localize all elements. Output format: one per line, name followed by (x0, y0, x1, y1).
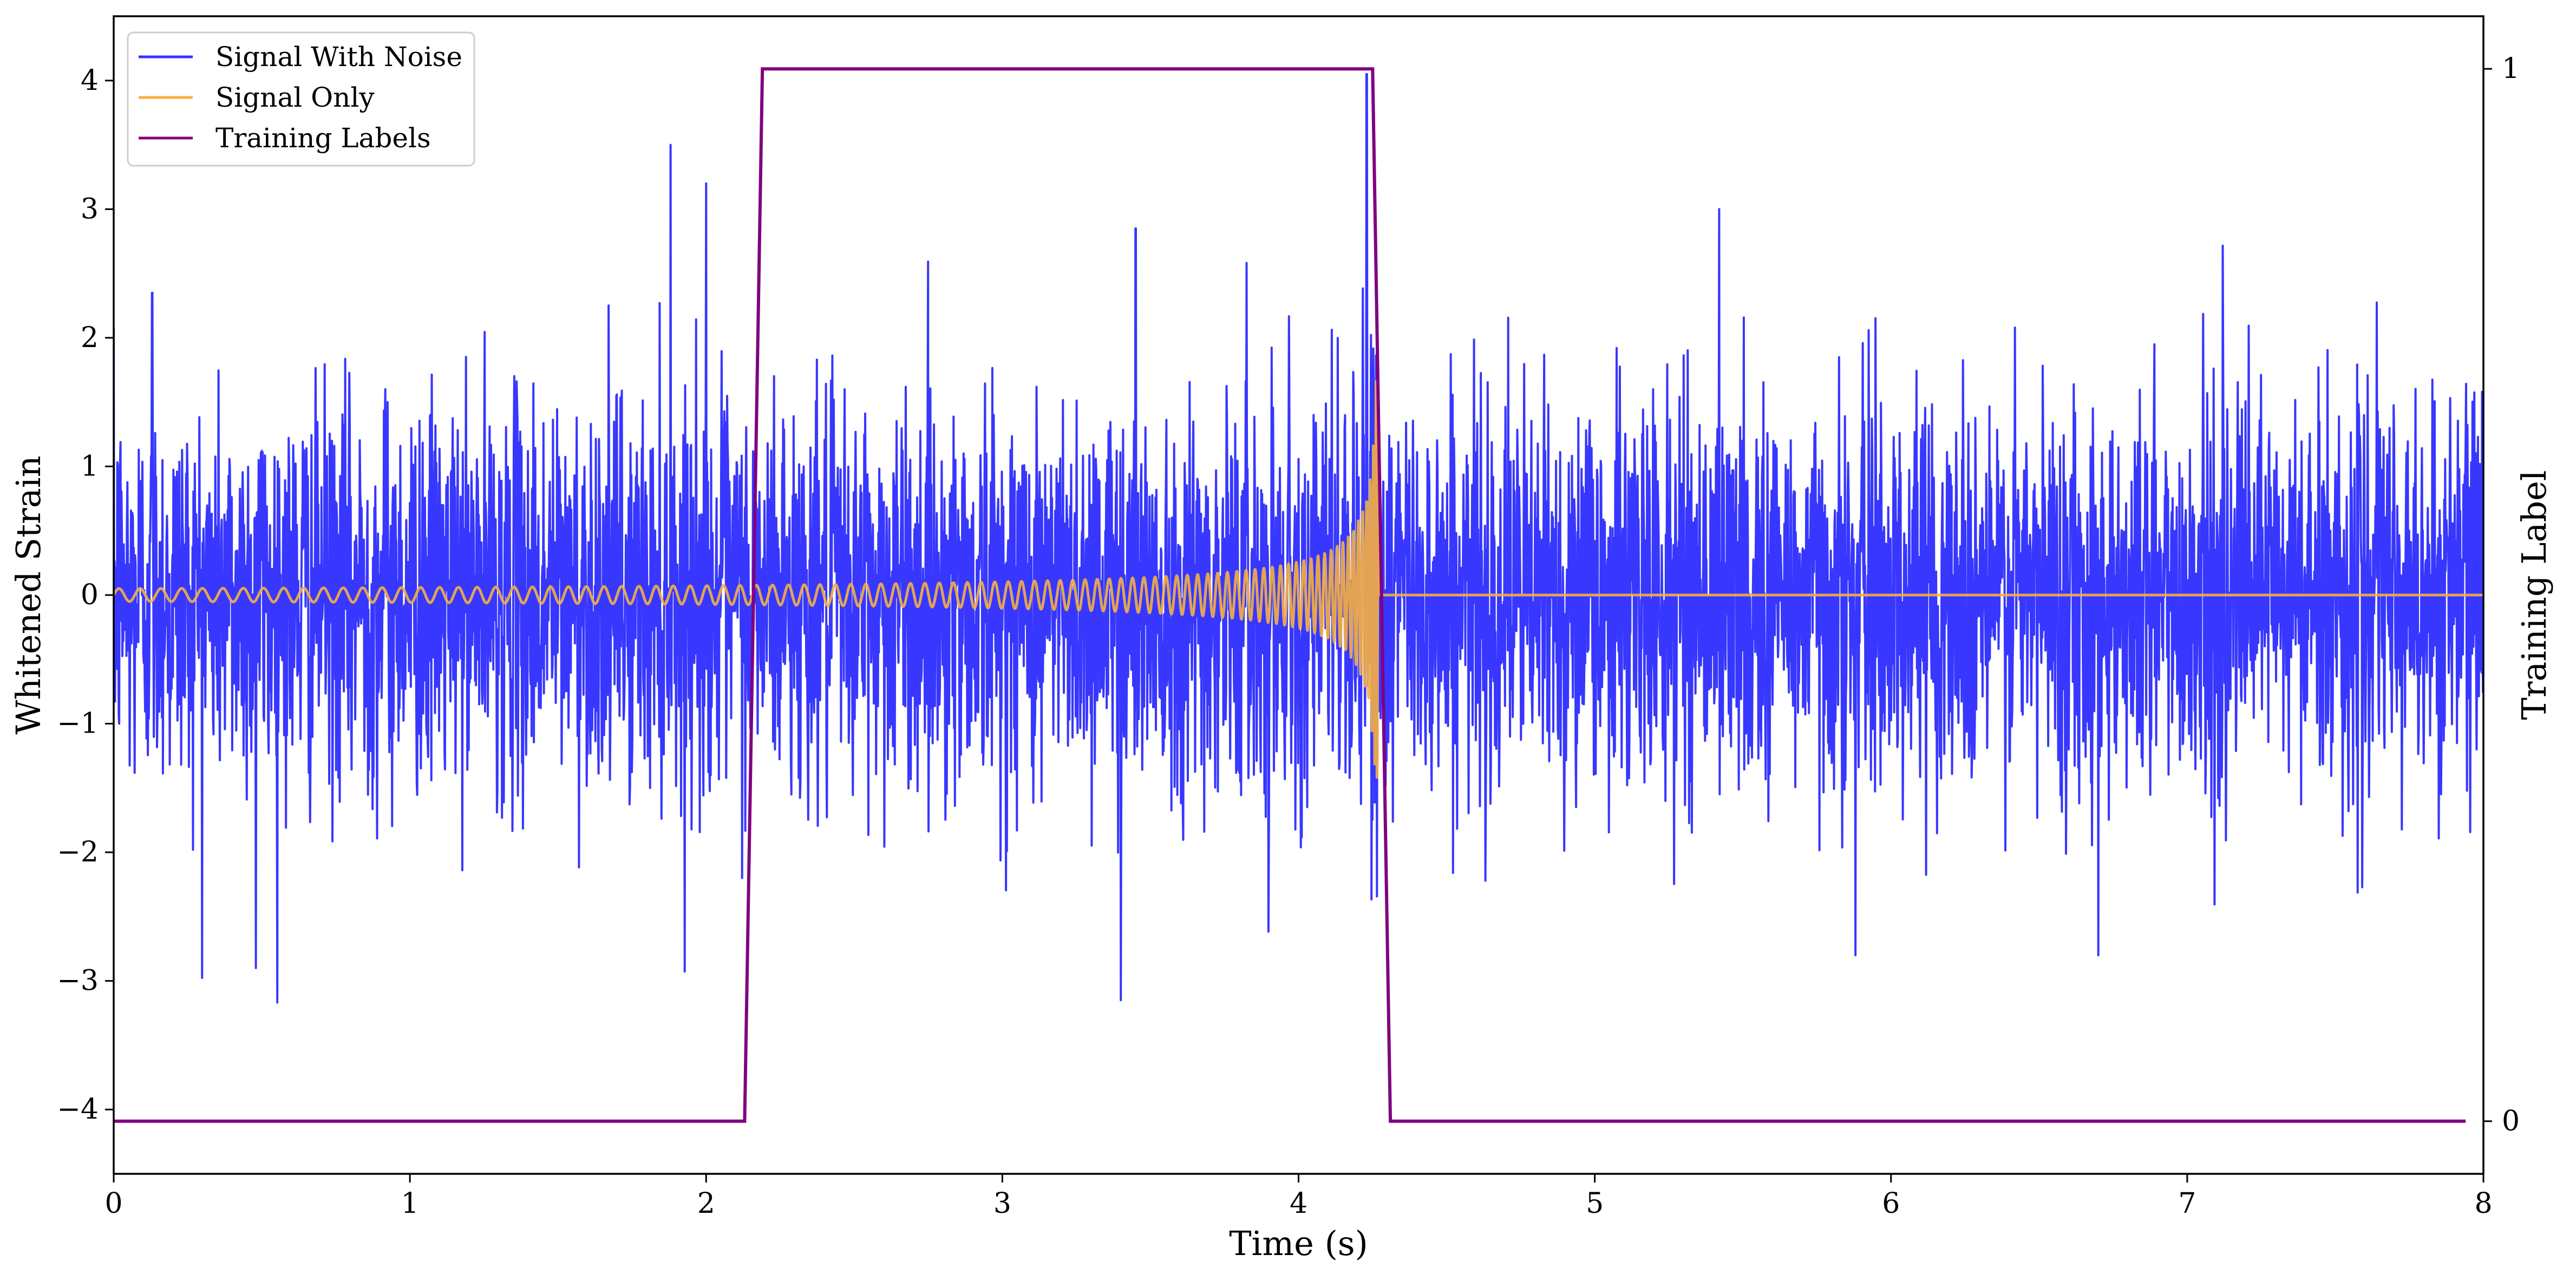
x-tick-label: 1 (401, 1187, 419, 1220)
y2-tick-label: 0 (2502, 1105, 2520, 1138)
y2-axis-title: Training Label (2514, 470, 2554, 720)
x-tick-label: 8 (2474, 1187, 2492, 1220)
y-tick-label: −2 (57, 836, 99, 868)
y-tick-label: 3 (81, 193, 99, 225)
y-tick-label: 4 (81, 64, 99, 97)
y2-tick-label: 1 (2502, 53, 2520, 85)
axes: 0 1 2 3 4 5 6 7 8 −4 −3 −2 −1 0 1 2 3 4 0 1 Time (s) Whitened… (9, 15, 2554, 1263)
series-training-labels (114, 67, 2466, 1123)
y-tick-label: 0 (81, 579, 99, 611)
x-tick-label: 7 (2178, 1187, 2196, 1220)
legend-label: Signal With Noise (215, 41, 462, 73)
y-tick-label: 2 (81, 322, 99, 354)
y-tick-label: −4 (57, 1093, 99, 1126)
x-tick-label: 5 (1586, 1187, 1604, 1220)
x-tick-label: 0 (104, 1187, 122, 1220)
x-tick-label: 4 (1290, 1187, 1307, 1220)
legend: Signal With Noise Signal Only Training Lab… (127, 31, 475, 167)
series-group (114, 67, 2483, 1123)
series-signal-with-noise (114, 73, 2483, 1004)
x-tick-label: 2 (697, 1187, 715, 1220)
series-signal-only (114, 380, 2483, 779)
y-tick-label: −1 (57, 708, 99, 740)
legend-box (127, 31, 475, 167)
y-tick-label: −3 (57, 965, 99, 997)
y-tick-label: 1 (81, 450, 99, 482)
x-tick-label: 6 (1882, 1187, 1900, 1220)
y-axis-title: Whitened Strain (9, 456, 48, 735)
plot-area (114, 67, 2483, 1123)
x-tick-label: 3 (993, 1187, 1011, 1220)
x-axis-title: Time (s) (1229, 1224, 1368, 1263)
legend-label: Signal Only (215, 82, 375, 113)
legend-label: Training Labels (215, 122, 431, 154)
